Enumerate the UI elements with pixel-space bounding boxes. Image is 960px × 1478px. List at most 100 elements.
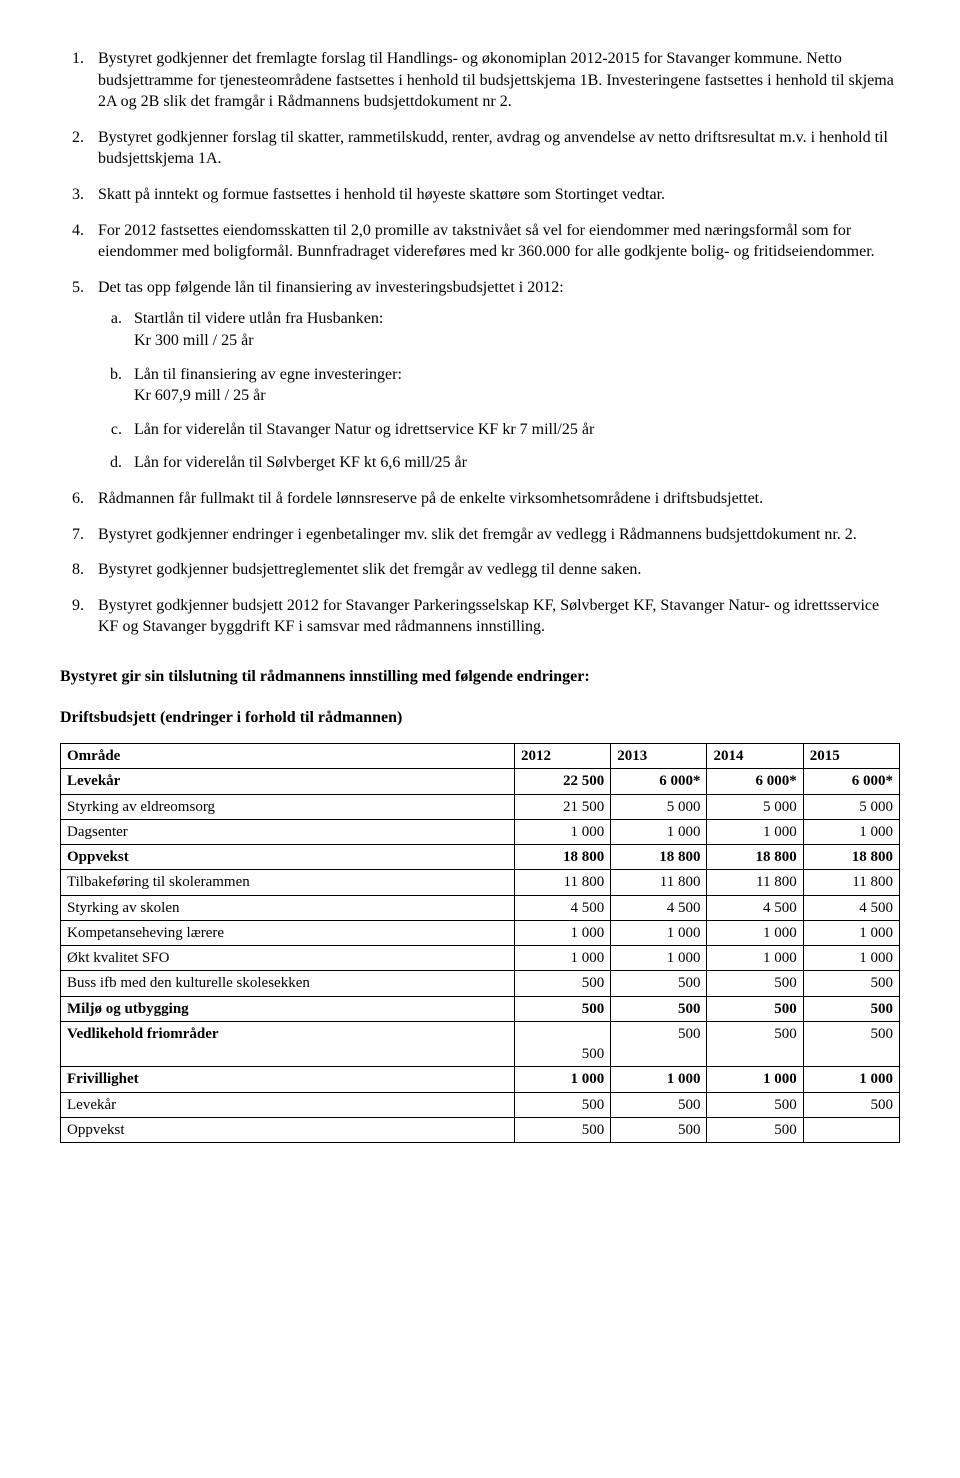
table-cell: 500 <box>611 1117 707 1142</box>
table-row: Kompetanseheving lærere1 0001 0001 0001 … <box>61 920 900 945</box>
table-cell: 500 <box>611 1021 707 1067</box>
table-cell: 18 800 <box>514 845 610 870</box>
table-cell: 500 <box>707 996 803 1021</box>
table-cell: 500 <box>514 971 610 996</box>
table-row: Miljø og utbygging500500500500 <box>61 996 900 1021</box>
table-cell: 5 000 <box>611 794 707 819</box>
table-cell: 1 000 <box>611 946 707 971</box>
section-heading: Bystyret gir sin tilslutning til rådmann… <box>60 666 900 688</box>
table-cell: 500 <box>611 971 707 996</box>
table-cell: 6 000* <box>611 769 707 794</box>
table-cell: 500 <box>514 1021 610 1067</box>
table-cell: 1 000 <box>707 819 803 844</box>
table-cell: 18 800 <box>707 845 803 870</box>
table-cell: 500 <box>803 971 899 996</box>
table-cell-label: Levekår <box>61 769 515 794</box>
table-cell: 6 000* <box>707 769 803 794</box>
table-cell-label: Vedlikehold friområder <box>61 1021 515 1067</box>
sub-list-item: Lån til finansiering av egne investering… <box>126 364 900 407</box>
sub-list: Startlån til videre utlån fra Husbanken:… <box>98 308 900 474</box>
table-cell-label: Tilbakeføring til skolerammen <box>61 870 515 895</box>
table-cell: 500 <box>514 1092 610 1117</box>
table-row: Levekår500500500500 <box>61 1092 900 1117</box>
table-cell: 1 000 <box>611 920 707 945</box>
table-cell: 22 500 <box>514 769 610 794</box>
table-header: 2013 <box>611 744 707 769</box>
table-row: Levekår22 5006 000*6 000*6 000* <box>61 769 900 794</box>
table-cell: 1 000 <box>514 946 610 971</box>
sub-line: Lån for viderelån til Sølvberget KF kt 6… <box>134 452 900 474</box>
list-text: Det tas opp følgende lån til finansierin… <box>98 279 564 296</box>
table-row: Styrking av skolen4 5004 5004 5004 500 <box>61 895 900 920</box>
table-cell: 4 500 <box>707 895 803 920</box>
table-cell: 6 000* <box>803 769 899 794</box>
sub-line: Lån til finansiering av egne investering… <box>134 364 900 386</box>
list-item: Bystyret godkjenner budsjett 2012 for St… <box>88 595 900 638</box>
table-cell: 11 800 <box>707 870 803 895</box>
table-row: Oppvekst500500500 <box>61 1117 900 1142</box>
table-cell: 5 000 <box>707 794 803 819</box>
budget-table: Område 2012 2013 2014 2015 Levekår22 500… <box>60 743 900 1143</box>
table-row: Dagsenter1 0001 0001 0001 000 <box>61 819 900 844</box>
table-row: Buss ifb med den kulturelle skolesekken5… <box>61 971 900 996</box>
table-cell: 1 000 <box>803 1067 899 1092</box>
table-cell: 1 000 <box>707 1067 803 1092</box>
list-text: Skatt på inntekt og formue fastsettes i … <box>98 186 665 203</box>
list-item: Bystyret godkjenner endringer i egenbeta… <box>88 524 900 546</box>
table-row: Styrking av eldreomsorg21 5005 0005 0005… <box>61 794 900 819</box>
table-cell: 5 000 <box>803 794 899 819</box>
sub-list-item: Lån for viderelån til Stavanger Natur og… <box>126 419 900 441</box>
table-cell: 500 <box>514 996 610 1021</box>
table-row: Tilbakeføring til skolerammen11 80011 80… <box>61 870 900 895</box>
table-cell: 1 000 <box>707 920 803 945</box>
table-cell: 500 <box>707 971 803 996</box>
table-cell-label: Kompetanseheving lærere <box>61 920 515 945</box>
sub-line: Lån for viderelån til Stavanger Natur og… <box>134 419 900 441</box>
table-cell: 500 <box>707 1092 803 1117</box>
table-cell: 21 500 <box>514 794 610 819</box>
table-cell: 500 <box>803 1092 899 1117</box>
table-cell: 500 <box>707 1021 803 1067</box>
table-cell: 500 <box>611 996 707 1021</box>
table-cell: 11 800 <box>514 870 610 895</box>
table-cell: 1 000 <box>803 819 899 844</box>
table-cell: 1 000 <box>707 946 803 971</box>
table-cell: 11 800 <box>611 870 707 895</box>
table-cell: 1 000 <box>514 1067 610 1092</box>
table-cell-label: Styrking av eldreomsorg <box>61 794 515 819</box>
sub-list-item: Lån for viderelån til Sølvberget KF kt 6… <box>126 452 900 474</box>
table-cell: 1 000 <box>803 946 899 971</box>
table-cell: 500 <box>707 1117 803 1142</box>
table-cell: 1 000 <box>514 819 610 844</box>
table-cell: 500 <box>514 1117 610 1142</box>
table-cell: 500 <box>803 1021 899 1067</box>
table-cell: 500 <box>611 1092 707 1117</box>
table-header: 2015 <box>803 744 899 769</box>
table-cell-label: Miljø og utbygging <box>61 996 515 1021</box>
sub-line: Kr 607,9 mill / 25 år <box>134 385 900 407</box>
table-header: 2012 <box>514 744 610 769</box>
sub-line: Kr 300 mill / 25 år <box>134 330 900 352</box>
sub-list-item: Startlån til videre utlån fra Husbanken:… <box>126 308 900 351</box>
list-text: Bystyret godkjenner budsjett 2012 for St… <box>98 597 879 636</box>
list-item: Bystyret godkjenner budsjettreglementet … <box>88 559 900 581</box>
table-cell: 500 <box>803 996 899 1021</box>
table-cell: 1 000 <box>803 920 899 945</box>
table-cell-label: Levekår <box>61 1092 515 1117</box>
table-cell-label: Buss ifb med den kulturelle skolesekken <box>61 971 515 996</box>
list-text: For 2012 fastsettes eiendomsskatten til … <box>98 222 875 261</box>
table-header: Område <box>61 744 515 769</box>
table-row: Vedlikehold friområder500500500500 <box>61 1021 900 1067</box>
table-cell <box>803 1117 899 1142</box>
list-item: For 2012 fastsettes eiendomsskatten til … <box>88 220 900 263</box>
table-cell: 4 500 <box>611 895 707 920</box>
table-cell: 4 500 <box>803 895 899 920</box>
list-item: Bystyret godkjenner det fremlagte forsla… <box>88 48 900 113</box>
table-cell: 1 000 <box>611 1067 707 1092</box>
table-cell-label: Frivillighet <box>61 1067 515 1092</box>
table-cell-label: Oppvekst <box>61 845 515 870</box>
table-header-row: Område 2012 2013 2014 2015 <box>61 744 900 769</box>
table-cell: 4 500 <box>514 895 610 920</box>
table-cell: 1 000 <box>514 920 610 945</box>
list-text: Rådmannen får fullmakt til å fordele løn… <box>98 490 763 507</box>
